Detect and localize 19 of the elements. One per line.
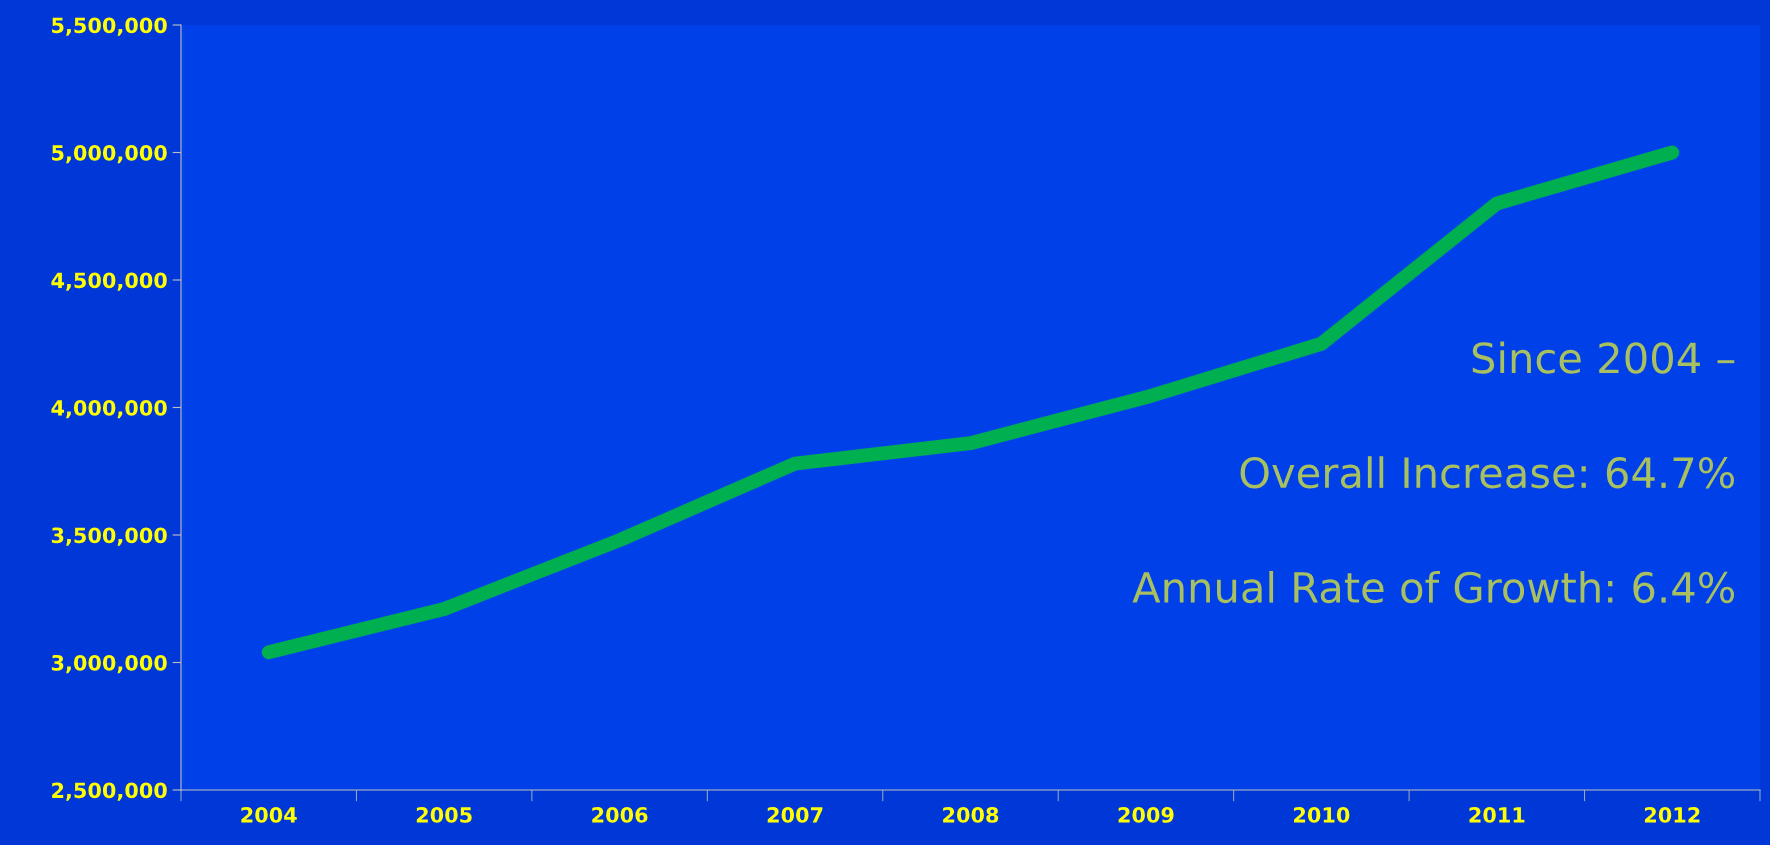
x-tick-label: 2006 [592, 807, 648, 823]
y-tick-label: 3,500,000 [51, 527, 167, 546]
annotation: Overall Increase: 64.7% [1240, 456, 1735, 489]
x-tick-label: 2004 [241, 807, 297, 823]
x-tick-label: 2007 [767, 807, 823, 823]
y-tick-label: 5,000,000 [52, 144, 167, 164]
x-tick-label: 2005 [416, 807, 472, 823]
annotation: Annual Rate of Growth: 6.4% [1132, 570, 1735, 604]
y-tick-label: 4,500,000 [51, 272, 167, 291]
x-tick-label: 2009 [1118, 807, 1174, 823]
y-tick-label: 5,500,000 [52, 17, 167, 36]
x-tick-label: 2008 [943, 807, 999, 823]
y-tick-label: 4,000,000 [51, 399, 167, 419]
x-tick-label: 2012 [1644, 807, 1700, 823]
annotation: Since 2004 – [1472, 341, 1735, 374]
y-tick-label: 3,000,000 [51, 654, 167, 674]
x-tick-label: 2011 [1469, 807, 1525, 823]
y-tick-label: 2,500,000 [52, 782, 167, 801]
x-tick-label: 2010 [1294, 807, 1350, 823]
